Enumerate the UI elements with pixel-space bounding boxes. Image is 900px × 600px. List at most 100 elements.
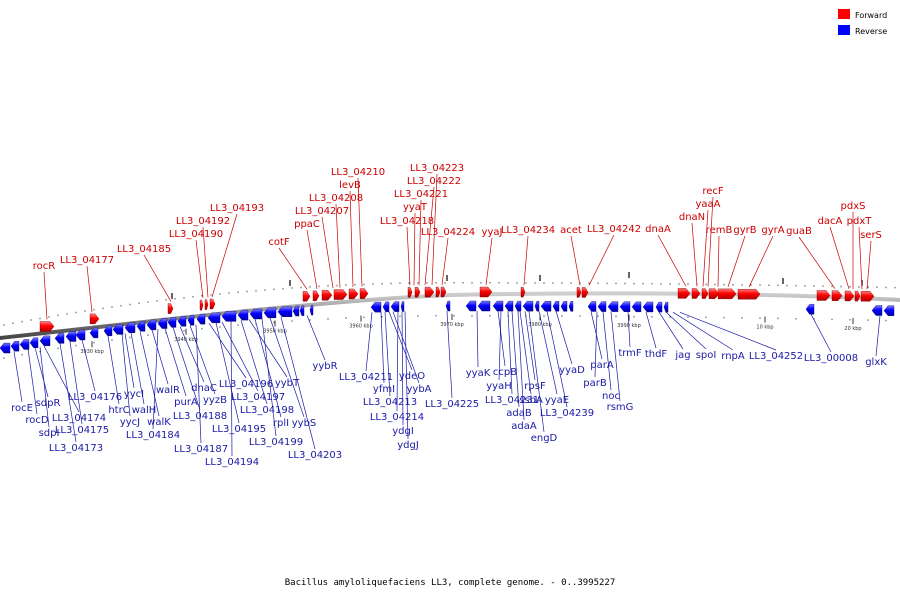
reverse-gene-arrow — [207, 312, 221, 324]
forward-gene-arrow — [167, 303, 174, 314]
reverse-leader-line — [498, 311, 502, 381]
reverse-gene-arrow — [445, 300, 451, 312]
forward-leader-line — [798, 236, 836, 289]
reverse-gene-label: LL3_04175 — [55, 425, 109, 436]
reverse-leader-line — [240, 320, 268, 405]
reverse-gene-arrow — [390, 301, 400, 312]
reverse-gene-label: LL3_04196 — [219, 379, 273, 390]
scale-tick-label: 3970 kbp — [440, 322, 464, 328]
reverse-leader-line — [280, 316, 316, 450]
reverse-gene-label: LL3_04195 — [212, 424, 266, 435]
reverse-gene-label: purA — [174, 397, 198, 408]
reverse-gene-label: thdF — [645, 349, 668, 360]
reverse-gene-label: LL3_04225 — [425, 399, 479, 410]
reverse-gene-label: LL3_04176 — [68, 392, 122, 403]
forward-gene-label: levB — [339, 180, 361, 191]
reverse-leader-line — [69, 341, 83, 425]
forward-leader-line — [406, 226, 411, 286]
forward-gene-arrow — [440, 286, 447, 298]
reverse-leader-line — [124, 333, 135, 389]
scale-tick-label: 20 kbp — [844, 326, 861, 332]
reverse-leader-line — [538, 311, 558, 395]
forward-gene-label: dacA — [818, 216, 843, 227]
reverse-gene-label: adaB — [506, 408, 532, 419]
reverse-leader-line — [476, 311, 479, 368]
reverse-gene-label: walH — [132, 405, 157, 416]
reverse-leader-line — [546, 311, 568, 408]
reverse-leader-line — [517, 311, 525, 421]
reverse-gene-label: rnpA — [721, 351, 745, 362]
forward-gene-arrow — [209, 298, 216, 310]
reverse-gene-label: LL3_04239 — [540, 408, 594, 419]
forward-leader-line — [357, 177, 363, 287]
forward-gene-label: LL3_04234 — [501, 225, 555, 236]
reverse-gene-label: LL3_04252 — [749, 351, 803, 362]
reverse-gene-label: rocE — [11, 403, 33, 414]
reverse-leader-line — [602, 311, 612, 391]
reverse-leader-line — [13, 351, 23, 403]
reverse-gene-label: yybS — [292, 418, 317, 429]
scale-tick-label: 3930 kbp — [80, 349, 104, 355]
forward-gene-label: remB — [706, 225, 733, 236]
legend-swatch-forward — [838, 9, 850, 19]
forward-gene-label: LL3_04208 — [309, 193, 363, 204]
reverse-gene-arrow — [112, 324, 124, 335]
forward-leader-line — [418, 199, 422, 286]
reverse-gene-arrow — [514, 300, 522, 312]
reverse-leader-line — [446, 310, 453, 399]
reverse-gene-arrow — [552, 301, 560, 312]
forward-gene-label: LL3_04223 — [410, 163, 464, 174]
forward-gene-arrow — [677, 288, 691, 299]
reverse-leader-line — [396, 311, 399, 412]
reverse-gene-label: yybA — [406, 384, 431, 395]
reverse-gene-label: LL3_00008 — [804, 353, 858, 364]
reverse-gene-label: parB — [583, 378, 607, 389]
forward-gene-arrow — [39, 321, 55, 332]
forward-leader-line — [321, 216, 334, 288]
reverse-gene-label: spoI — [696, 350, 717, 361]
reverse-leader-line — [665, 311, 707, 350]
reverse-gene-label: LL3_04214 — [370, 412, 424, 423]
reverse-gene-label: LL3_04194 — [205, 457, 259, 468]
forward-gene-label: yaaA — [695, 199, 720, 210]
forward-gene-arrow — [717, 288, 737, 300]
reverse-gene-arrow — [10, 340, 20, 352]
reverse-leader-line — [81, 339, 96, 392]
reverse-gene-arrow — [167, 317, 177, 328]
forward-leader-line — [657, 234, 687, 287]
reverse-gene-arrow — [299, 305, 305, 316]
reverse-leader-line — [679, 311, 777, 351]
forward-gene-arrow — [407, 287, 413, 298]
forward-gene-arrow — [581, 287, 589, 298]
reverse-gene-label: htrC — [108, 405, 129, 416]
reverse-gene-arrow — [177, 316, 187, 327]
forward-leader-line — [727, 235, 746, 288]
reverse-gene-label: rplI — [273, 418, 289, 429]
forward-leader-lines — [43, 173, 872, 320]
reverse-gene-arrow — [400, 301, 405, 312]
reverse-gene-label: LL3_04174 — [52, 413, 106, 424]
reverse-gene-label: ssbA — [519, 395, 543, 406]
reverse-gene-arrow — [89, 327, 99, 339]
forward-gene-arrow — [435, 286, 441, 298]
reverse-leader-line — [511, 311, 520, 408]
forward-leader-line — [431, 173, 438, 286]
reverse-leader-line — [121, 333, 131, 417]
forward-leader-line — [43, 271, 48, 320]
forward-gene-label: serS — [860, 230, 882, 241]
reverse-gene-arrow — [560, 301, 568, 312]
reverse-gene-arrow — [597, 301, 607, 312]
reverse-gene-label: yyaE — [545, 395, 569, 406]
reverse-gene-arrow — [663, 301, 669, 313]
reverse-leader-line — [528, 311, 545, 433]
scale-tick-label: 3980 kbp — [528, 322, 552, 328]
reverse-gene-arrow — [631, 301, 642, 313]
reverse-gene-label: ydeO — [399, 371, 425, 382]
reverse-gene-label: sdpI — [39, 428, 60, 439]
forward-gene-arrow — [302, 291, 311, 302]
reverse-gene-arrow — [805, 304, 815, 315]
reverse-leader-line — [380, 311, 385, 384]
